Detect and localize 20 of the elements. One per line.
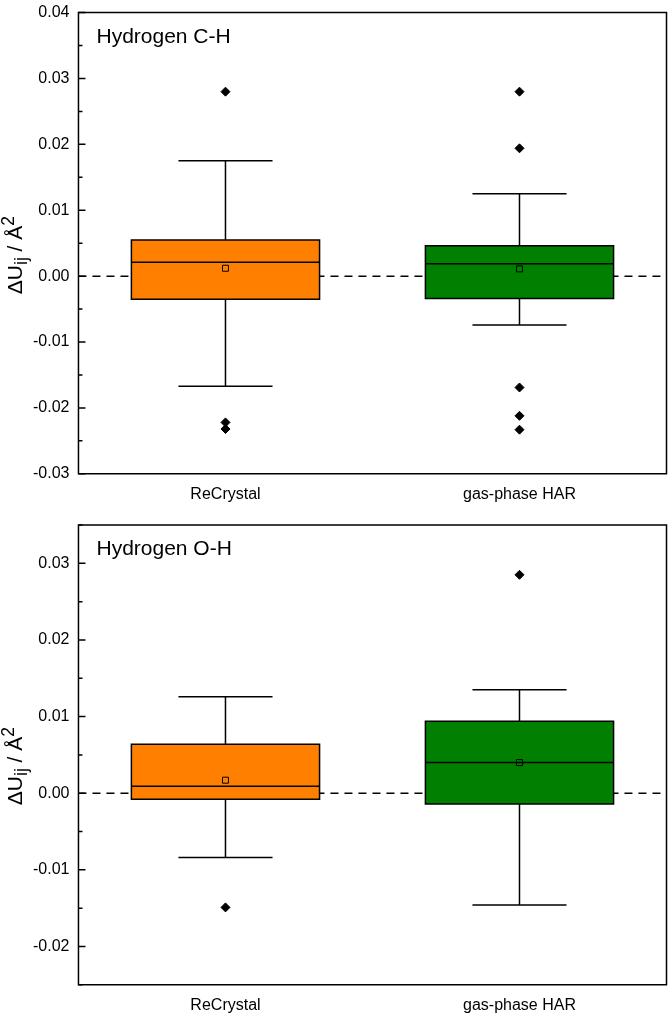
y-tick-label: 0.01 (38, 706, 70, 724)
y-tick-label: 0.02 (38, 134, 70, 152)
x-tick-label: ReCrystal (190, 484, 261, 502)
y-tick-label: 0.02 (38, 630, 70, 648)
x-tick-label: gas-phase HAR (463, 995, 576, 1013)
y-tick-label: 0.04 (38, 3, 70, 21)
y-tick-label: -0.02 (33, 936, 70, 954)
y-tick-label: -0.01 (33, 860, 70, 878)
y-tick-label: -0.03 (33, 464, 70, 482)
annotation: Hydrogen O-H (96, 536, 232, 560)
y-tick-label: -0.02 (33, 398, 70, 416)
y-tick-label: -0.01 (33, 332, 70, 350)
y-tick-label: 0.00 (38, 266, 70, 284)
y-tick-label: 0.03 (38, 553, 70, 571)
x-tick-label: ReCrystal (190, 995, 261, 1013)
y-tick-label: 0.01 (38, 200, 70, 218)
x-tick-label: gas-phase HAR (463, 484, 576, 502)
y-tick-label: 0.03 (38, 68, 70, 86)
annotation: Hydrogen C-H (96, 23, 231, 47)
y-tick-label: 0.00 (38, 783, 70, 801)
